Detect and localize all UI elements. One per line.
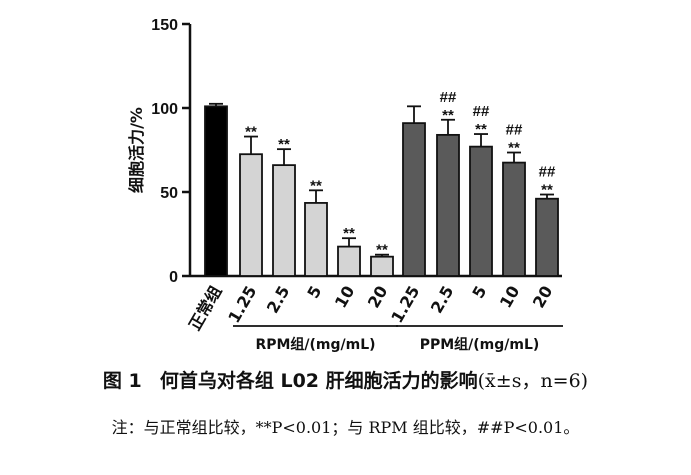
- x-tick-label: 20: [529, 283, 557, 312]
- bar: [502, 161, 526, 277]
- x-tick-label: 5: [303, 283, 325, 302]
- x-tick-label: 1.25: [224, 283, 260, 327]
- bar-chart: 0 50 100 150 细胞活力/% 正常组 ** 1.25 ** 2.5 ** 5 ** 10 ** 20…: [127, 17, 563, 353]
- significance-hash: ##: [539, 164, 556, 181]
- x-tick-label: 5: [468, 283, 490, 302]
- group-label: RPM组/(mg/mL): [255, 336, 375, 353]
- significance-hash: ##: [473, 103, 490, 120]
- bar: [337, 245, 361, 277]
- y-tick-label: 150: [151, 17, 178, 34]
- bar: [402, 122, 426, 277]
- group-label: PPM组/(mg/mL): [420, 336, 540, 353]
- significance-star: **: [278, 136, 290, 153]
- bar: [204, 105, 228, 277]
- significance-star: **: [376, 242, 388, 259]
- y-tick-label: 50: [160, 185, 178, 202]
- significance-star: **: [475, 121, 487, 138]
- bar: [239, 153, 263, 277]
- bar: [469, 145, 493, 277]
- significance-star: **: [310, 177, 322, 194]
- y-tick-label: 0: [169, 269, 178, 286]
- significance-star: **: [245, 124, 257, 141]
- y-axis-label: 细胞活力/%: [127, 107, 146, 193]
- significance-hash: ##: [506, 122, 523, 139]
- x-tick-label: 1.25: [387, 283, 423, 327]
- x-tick-label: 10: [496, 283, 524, 312]
- significance-star: **: [541, 182, 553, 199]
- figure-title: 何首乌对各组 L02 肝细胞活力的影响: [159, 370, 478, 392]
- significance-star: **: [508, 140, 520, 157]
- x-tick-label: 2.5: [427, 283, 458, 317]
- significance-star: **: [343, 225, 355, 242]
- significance-star: **: [442, 107, 454, 124]
- bar: [535, 197, 559, 277]
- x-tick-label: 正常组: [185, 283, 225, 334]
- y-tick-label: 100: [151, 101, 178, 118]
- bar: [370, 255, 394, 277]
- bar: [304, 202, 328, 277]
- figure-number: 图 1: [102, 370, 142, 392]
- significance-hash: ##: [440, 89, 457, 106]
- figure-note: 注：与正常组比较，**P<0.01；与 RPM 组比较，##P<0.01。: [111, 418, 580, 437]
- bar: [272, 164, 296, 277]
- bar: [436, 133, 460, 277]
- figure-stats: (x̄±s，n=6): [477, 370, 589, 392]
- x-tick-label: 20: [364, 283, 392, 312]
- x-tick-label: 10: [331, 283, 359, 312]
- figure-caption: 图 1 何首乌对各组 L02 肝细胞活力的影响(x̄±s，n=6): [0, 366, 691, 393]
- x-tick-label: 2.5: [263, 283, 294, 317]
